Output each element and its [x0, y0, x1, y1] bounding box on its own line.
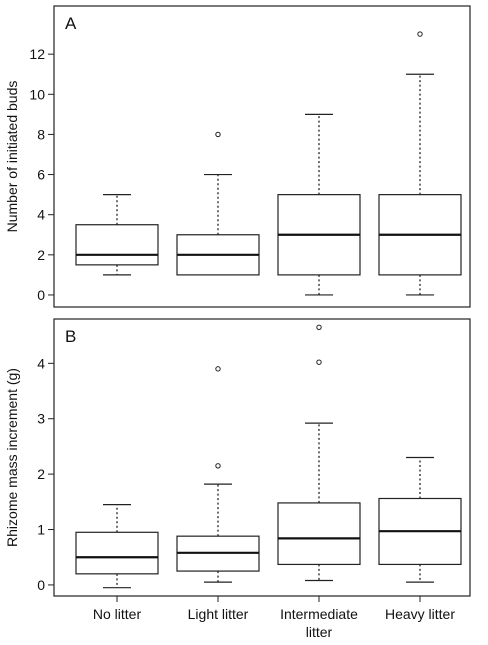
- panel-b-label: B: [65, 327, 76, 346]
- y-tick-label: 2: [37, 466, 45, 482]
- panel-a-y-axis-label: Number of initiated buds: [4, 81, 20, 233]
- panel-b-y-axis-label: Rhizome mass increment (g): [4, 368, 20, 547]
- box-4: [378, 31, 462, 296]
- x-tick-label-line: Intermediate: [280, 606, 358, 622]
- panel-a: A Number of initiated buds 0 2 4 6 8 10 12: [4, 5, 471, 308]
- x-axis-tick-labels: No litter Light litter Intermediate litter H…: [93, 596, 455, 640]
- box-1: [75, 194, 159, 276]
- y-tick-label: 6: [37, 167, 45, 183]
- box-iqr: [277, 502, 361, 566]
- x-tick-label-line: Light litter: [188, 606, 249, 622]
- outlier-point: [215, 366, 221, 372]
- panel-a-y-axis: 0 2 4 6 8 10 12: [29, 46, 54, 303]
- y-tick-label: 3: [37, 411, 45, 427]
- box-iqr: [75, 224, 159, 266]
- panel-b-y-axis: 0 1 2 3 4: [37, 355, 54, 593]
- outlier-point: [417, 31, 423, 37]
- panel-b-boxes: [75, 324, 462, 589]
- box-2: [176, 366, 260, 583]
- box-3: [277, 113, 361, 296]
- x-tick-label-line: Heavy litter: [385, 606, 455, 622]
- panel-a-label: A: [65, 14, 77, 33]
- panel-b-frame: [53, 318, 471, 597]
- y-tick-label: 12: [29, 46, 45, 62]
- y-tick-label: 4: [37, 355, 45, 371]
- panel-a-frame: [53, 5, 471, 308]
- y-tick-label: 0: [37, 287, 45, 303]
- panel-b: B Rhizome mass increment (g) 0 1 2 3 4 No li…: [4, 318, 471, 640]
- y-tick-label: 10: [29, 86, 45, 102]
- box-2: [176, 131, 260, 276]
- outlier-point: [316, 359, 322, 365]
- y-tick-label: 2: [37, 247, 45, 263]
- x-tick-label: Intermediate litter: [280, 606, 358, 640]
- x-tick-label: Heavy litter: [385, 606, 455, 622]
- y-tick-label: 1: [37, 522, 45, 538]
- outlier-point: [215, 463, 221, 469]
- y-tick-label: 0: [37, 577, 45, 593]
- x-tick-label: Light litter: [188, 606, 249, 622]
- y-tick-label: 8: [37, 126, 45, 142]
- box-1: [75, 503, 159, 589]
- y-tick-label: 4: [37, 207, 45, 223]
- x-tick-label: No litter: [93, 606, 142, 622]
- box-4: [378, 456, 462, 583]
- panel-a-boxes: [75, 31, 462, 296]
- outlier-point: [215, 131, 221, 138]
- outlier-point: [316, 324, 322, 331]
- box-iqr: [75, 531, 159, 575]
- x-tick-label-line: No litter: [93, 606, 142, 622]
- x-tick-label-line: litter: [306, 624, 333, 640]
- box-3: [277, 324, 361, 582]
